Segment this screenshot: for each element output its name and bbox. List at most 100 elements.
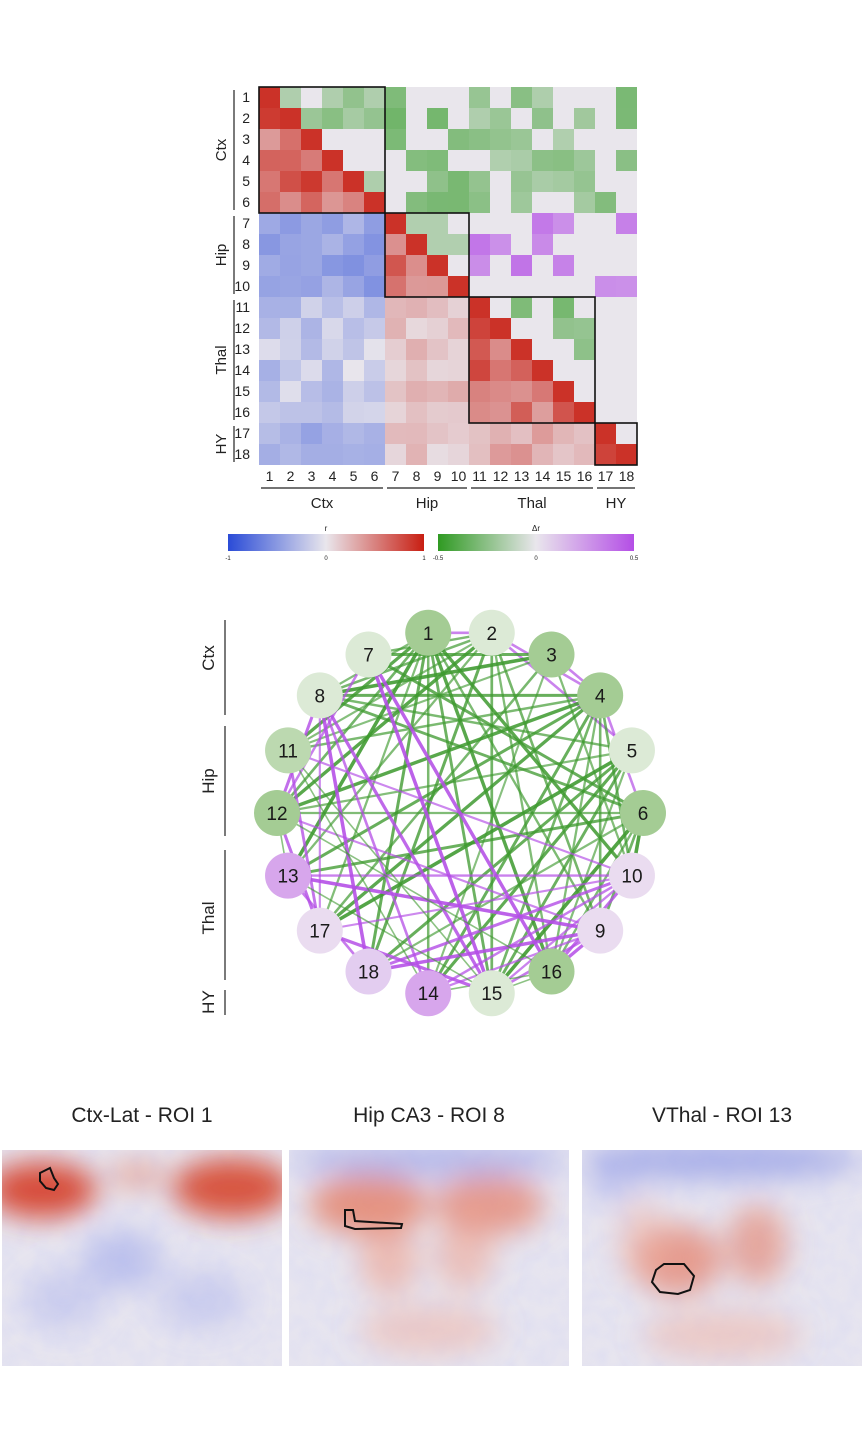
matrix-cell bbox=[490, 276, 511, 297]
matrix-cell bbox=[322, 276, 343, 297]
matrix-cell bbox=[259, 423, 280, 444]
matrix-cell bbox=[448, 276, 469, 297]
row-label: 12 bbox=[234, 320, 250, 336]
matrix-cell bbox=[469, 171, 490, 192]
matrix-cell bbox=[511, 255, 532, 276]
matrix-cell bbox=[406, 318, 427, 339]
matrix-cell bbox=[385, 171, 406, 192]
matrix-cell bbox=[364, 318, 385, 339]
matrix-cell bbox=[574, 255, 595, 276]
dr-colorbar-tick-label: 0.5 bbox=[630, 556, 639, 562]
matrix-cell bbox=[259, 171, 280, 192]
dr-colorbar-label: Δr bbox=[532, 524, 540, 533]
matrix-cell bbox=[595, 171, 616, 192]
matrix-cell bbox=[427, 297, 448, 318]
matrix-region-labels: Ctx Ctx Hip Hip Thal Thal HY HY bbox=[213, 90, 635, 512]
col-region-label: Hip bbox=[416, 495, 439, 512]
matrix-cell bbox=[574, 213, 595, 234]
matrix-cell bbox=[448, 108, 469, 129]
matrix-cell bbox=[301, 276, 322, 297]
matrix-cell bbox=[511, 192, 532, 213]
matrix-cell bbox=[406, 255, 427, 276]
network-edge bbox=[275, 653, 370, 815]
matrix-cell bbox=[385, 150, 406, 171]
matrix-cell bbox=[553, 444, 574, 465]
network-region-labels: Ctx Hip Thal HY bbox=[199, 620, 226, 1015]
network-region-label: Thal bbox=[199, 901, 218, 934]
matrix-cell bbox=[364, 255, 385, 276]
brain-map-panel-1 bbox=[2, 1150, 282, 1366]
activation-blob bbox=[359, 1305, 499, 1355]
matrix-cell bbox=[469, 234, 490, 255]
matrix-cell bbox=[616, 87, 637, 108]
activation-blob bbox=[172, 1158, 282, 1218]
matrix-cell bbox=[385, 444, 406, 465]
matrix-cell bbox=[301, 297, 322, 318]
matrix-cell bbox=[616, 297, 637, 318]
matrix-cell bbox=[427, 234, 448, 255]
matrix-cell bbox=[616, 318, 637, 339]
matrix-cell bbox=[385, 255, 406, 276]
matrix-cell bbox=[469, 402, 490, 423]
matrix-cell bbox=[616, 234, 637, 255]
matrix-cell bbox=[448, 213, 469, 234]
matrix-cell bbox=[301, 213, 322, 234]
matrix-cell bbox=[490, 423, 511, 444]
matrix-cell bbox=[511, 318, 532, 339]
matrix-cell bbox=[301, 255, 322, 276]
brain-map-activation bbox=[289, 1150, 569, 1355]
matrix-cell bbox=[385, 192, 406, 213]
matrix-cell bbox=[574, 192, 595, 213]
network-edge bbox=[287, 749, 493, 995]
network-node-label: 14 bbox=[418, 984, 440, 1005]
row-label: 15 bbox=[234, 383, 250, 399]
matrix-cell bbox=[532, 339, 553, 360]
matrix-cell bbox=[301, 381, 322, 402]
col-label: 16 bbox=[577, 468, 593, 484]
matrix-cell bbox=[343, 150, 364, 171]
matrix-cell bbox=[343, 402, 364, 423]
activation-blob bbox=[587, 1155, 637, 1205]
network-edge bbox=[366, 631, 430, 973]
matrix-cell bbox=[616, 444, 637, 465]
matrix-cell bbox=[406, 402, 427, 423]
matrix-cell bbox=[280, 381, 301, 402]
matrix-cell bbox=[532, 213, 553, 234]
matrix-cell bbox=[574, 87, 595, 108]
matrix-cell bbox=[406, 192, 427, 213]
matrix-cell bbox=[364, 150, 385, 171]
row-label: 14 bbox=[234, 362, 250, 378]
matrix-cell bbox=[616, 171, 637, 192]
network-node bbox=[405, 609, 452, 656]
matrix-cell bbox=[490, 87, 511, 108]
matrix-cell bbox=[343, 423, 364, 444]
network-node bbox=[265, 852, 312, 899]
network-node-label: 1 bbox=[423, 624, 434, 645]
matrix-cell bbox=[280, 297, 301, 318]
matrix-cell bbox=[574, 360, 595, 381]
network-edge bbox=[318, 653, 553, 932]
network-node-label: 2 bbox=[486, 624, 497, 645]
row-label: 11 bbox=[235, 299, 250, 315]
row-label: 3 bbox=[242, 131, 250, 147]
matrix-cell bbox=[427, 402, 448, 423]
matrix-cell bbox=[553, 360, 574, 381]
matrix-cell bbox=[322, 171, 343, 192]
matrix-cell bbox=[280, 87, 301, 108]
matrix-cell bbox=[511, 150, 532, 171]
matrix-cell bbox=[595, 360, 616, 381]
activation-blob bbox=[82, 1230, 162, 1290]
matrix-cell bbox=[364, 297, 385, 318]
matrix-cell bbox=[574, 234, 595, 255]
matrix-cell bbox=[616, 423, 637, 444]
matrix-cell bbox=[448, 129, 469, 150]
matrix-cell bbox=[385, 360, 406, 381]
row-label: 9 bbox=[242, 257, 250, 273]
matrix-cell bbox=[469, 276, 490, 297]
matrix-cell bbox=[406, 171, 427, 192]
matrix-cell bbox=[448, 150, 469, 171]
col-label: 15 bbox=[556, 468, 572, 484]
matrix-cell bbox=[406, 234, 427, 255]
network-edge bbox=[366, 928, 602, 974]
matrix-cell bbox=[322, 129, 343, 150]
